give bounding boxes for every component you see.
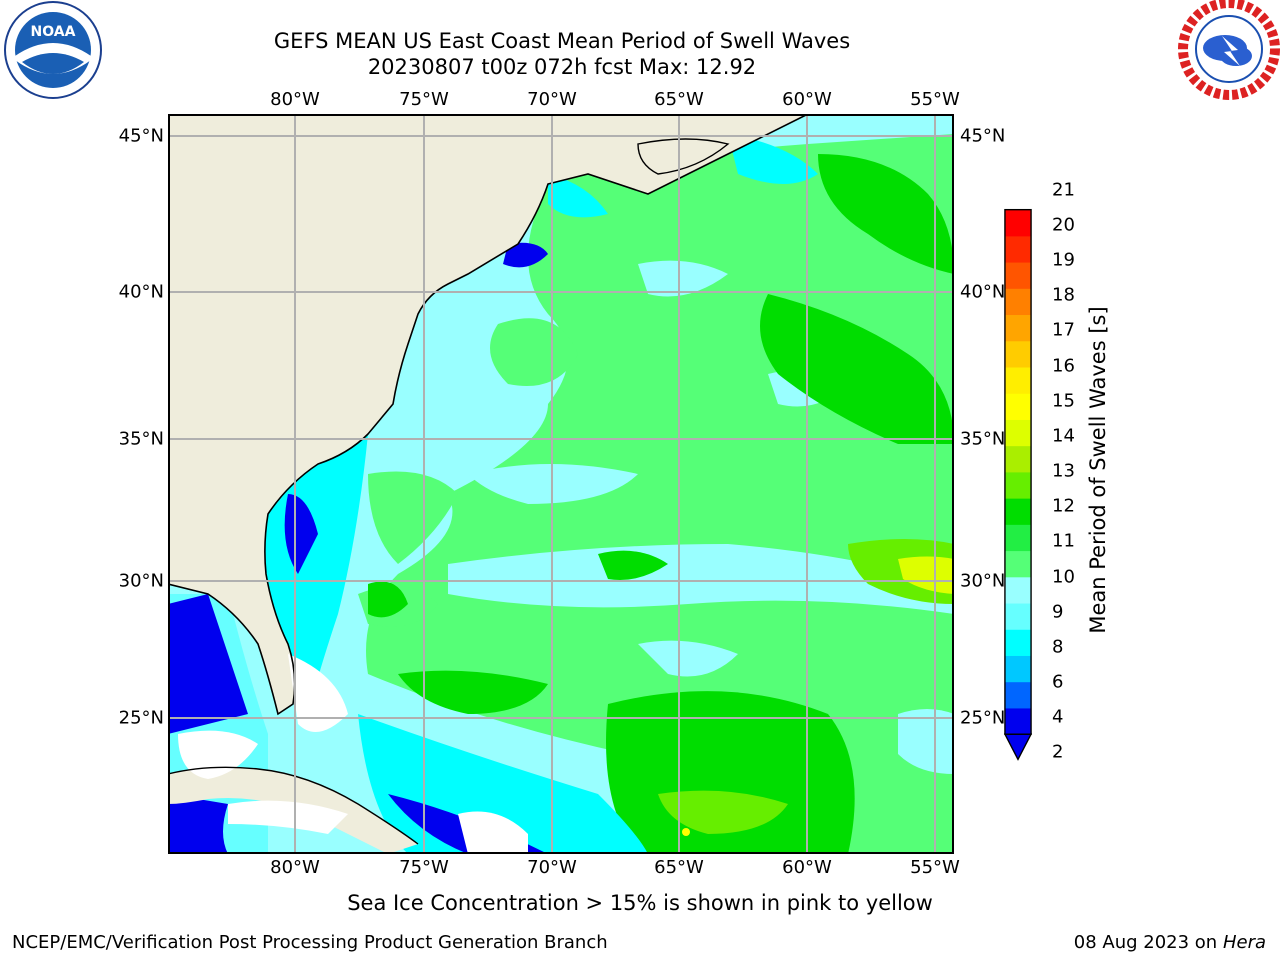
swell-11-13s-area xyxy=(658,539,954,836)
map-canvas xyxy=(167,113,954,854)
colorbar-segment xyxy=(1004,340,1032,368)
footer-credit: NCEP/EMC/Verification Post Processing Pr… xyxy=(12,932,608,953)
swell-10-11s-area xyxy=(368,154,954,854)
colorbar-tick: 4 xyxy=(1052,706,1064,728)
chart-subtitle-run: 20230807 t00z 072h fcst Max: 12.92 xyxy=(367,55,757,79)
colorbar-tick: 18 xyxy=(1052,284,1075,306)
national-weather-service-logo xyxy=(1178,0,1280,100)
colorbar xyxy=(1004,208,1032,761)
coastline xyxy=(167,113,809,716)
colorbar-extend-arrow xyxy=(1004,733,1032,761)
colorbar-tick: 20 xyxy=(1052,214,1075,236)
sea-ice-note: Sea Ice Concentration > 15% is shown in … xyxy=(347,891,933,915)
colorbar-segment xyxy=(1004,367,1032,394)
colorbar-tick: 14 xyxy=(1052,425,1075,447)
colorbar-segments xyxy=(1004,209,1032,735)
lat-label-right: 30°N xyxy=(960,570,1006,592)
lat-label-left: 40°N xyxy=(118,281,164,303)
lon-label-top: 75°W xyxy=(399,89,449,110)
colorbar-label: Mean Period of Swell Waves [s] xyxy=(1086,306,1110,634)
lon-label-bottom: 70°W xyxy=(527,857,577,878)
colorbar-segment xyxy=(1004,524,1032,552)
colorbar-segment xyxy=(1004,288,1032,316)
colorbar-tick: 8 xyxy=(1052,636,1064,658)
noaa-logo-text: NOAA xyxy=(31,24,76,40)
colorbar-segment xyxy=(1004,209,1032,237)
lon-label-top: 60°W xyxy=(782,89,832,110)
colorbar-segment xyxy=(1004,550,1032,578)
colorbar-tick: 15 xyxy=(1052,390,1075,412)
colorbar-tick: 19 xyxy=(1052,249,1075,271)
colorbar-segment xyxy=(1004,471,1032,499)
lon-label-bottom: 75°W xyxy=(399,857,449,878)
colorbar-tick: 12 xyxy=(1052,495,1075,517)
colorbar-segment xyxy=(1004,445,1032,473)
lon-label-top: 55°W xyxy=(910,89,960,110)
noaa-logo: NOAA xyxy=(4,1,102,99)
no-data-areas xyxy=(178,654,528,854)
colorbar-tick: 9 xyxy=(1052,601,1064,623)
footer-date: 08 Aug 2023 on Hera xyxy=(1074,932,1266,953)
lat-label-right: 25°N xyxy=(960,707,1006,729)
colorbar-segment xyxy=(1004,419,1032,447)
colorbar-tick: 13 xyxy=(1052,460,1075,482)
chart-title: GEFS MEAN US East Coast Mean Period of S… xyxy=(273,29,851,53)
colorbar-segment xyxy=(1004,707,1032,735)
colorbar-segment xyxy=(1004,498,1032,525)
lat-label-right: 35°N xyxy=(960,428,1006,450)
land-us-east xyxy=(168,114,808,714)
colorbar-tick: 6 xyxy=(1052,671,1064,693)
footer-host: Hera xyxy=(1222,932,1266,953)
colorbar-segment xyxy=(1004,655,1032,683)
colorbar-segment xyxy=(1004,235,1032,263)
lon-label-top: 80°W xyxy=(270,89,320,110)
lon-label-bottom: 65°W xyxy=(654,857,704,878)
lon-label-bottom: 60°W xyxy=(782,857,832,878)
land-cuba xyxy=(168,767,418,854)
colorbar-tick: 21 xyxy=(1052,179,1075,201)
colorbar-segment xyxy=(1004,314,1032,342)
lat-label-right: 45°N xyxy=(960,125,1006,147)
lon-label-bottom: 80°W xyxy=(270,857,320,878)
lat-label-left: 45°N xyxy=(118,125,164,147)
colorbar-tick: 2 xyxy=(1052,741,1064,763)
map-gridlines xyxy=(168,114,954,854)
lat-label-right: 40°N xyxy=(960,281,1006,303)
lat-label-left: 25°N xyxy=(118,707,164,729)
footer-date-text: 08 Aug 2023 on xyxy=(1073,932,1218,953)
land-nova-scotia xyxy=(638,139,728,174)
colorbar-segment xyxy=(1004,262,1032,289)
lat-label-left: 30°N xyxy=(118,570,164,592)
lon-label-top: 70°W xyxy=(527,89,577,110)
colorbar-tick: 16 xyxy=(1052,355,1075,377)
colorbar-segment xyxy=(1004,576,1032,604)
colorbar-segment xyxy=(1004,393,1032,420)
lon-label-top: 65°W xyxy=(654,89,704,110)
colorbar-segment xyxy=(1004,629,1032,656)
colorbar-tick: 17 xyxy=(1052,319,1075,341)
lat-label-left: 35°N xyxy=(118,428,164,450)
colorbar-tick: 11 xyxy=(1052,530,1075,552)
colorbar-tick: 10 xyxy=(1052,566,1075,588)
swell-period-map xyxy=(167,113,954,854)
colorbar-segment xyxy=(1004,603,1032,630)
lon-label-bottom: 55°W xyxy=(910,857,960,878)
colorbar-segment xyxy=(1004,681,1032,709)
